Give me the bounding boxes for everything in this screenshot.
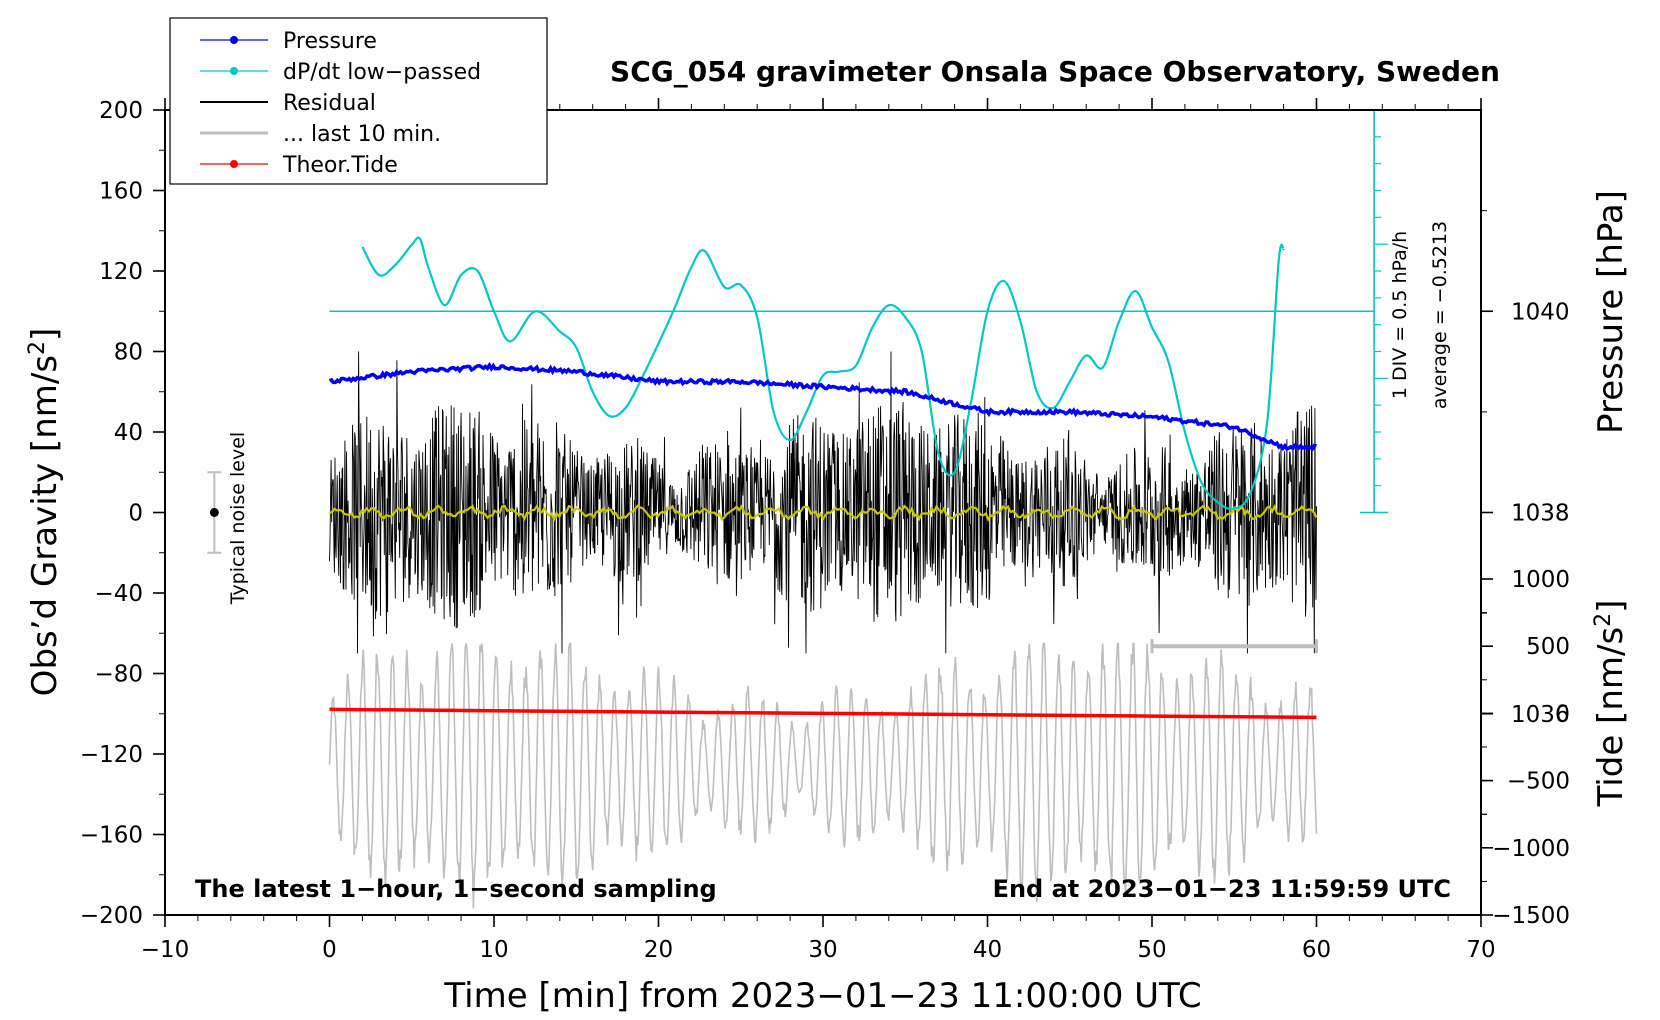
tide-tick-label: −1000: [1492, 836, 1570, 862]
x-tick-label: 40: [973, 937, 1002, 963]
x-tick-label: 20: [644, 937, 673, 963]
y-tick-label: 0: [128, 501, 143, 527]
pressure-tick-label: 1040: [1511, 299, 1570, 325]
dpdt-series-line: [361, 236, 1285, 511]
pressure-series-line: [328, 361, 1317, 452]
series-layer: [207, 109, 1389, 909]
x-tick-label: 70: [1466, 937, 1495, 963]
y-tick-label: 40: [114, 420, 143, 446]
y-axis-label-pressure: Pressure [hPa]: [1591, 190, 1631, 434]
y-tick-label: 80: [114, 340, 143, 366]
x-axis-label: Time [min] from 2023−01−23 11:00:00 UTC: [443, 976, 1201, 1016]
tide-tick-label: 1000: [1511, 567, 1570, 593]
x-tick-label: 10: [479, 937, 508, 963]
y-tick-label: 120: [99, 259, 143, 285]
chart-title: SCG_054 gravimeter Onsala Space Observat…: [610, 55, 1500, 88]
x-tick-label: 50: [1137, 937, 1166, 963]
legend-items: Pressure dP/dt low−passed Residual ... last…: [200, 29, 481, 178]
y-tick-label: −80: [94, 662, 143, 688]
y-axis-label-tide: Tide [nm/s2]: [1591, 600, 1632, 808]
legend-label: Theor.Tide: [282, 153, 398, 178]
tide-tick-label: 0: [1555, 701, 1570, 727]
x-tick-label: 30: [808, 937, 837, 963]
legend-label: Pressure: [283, 29, 377, 54]
y-tick-label: 200: [99, 98, 143, 124]
noise-bar-center-dot: [209, 508, 219, 517]
y-tick-label: −120: [80, 742, 143, 768]
x-tick-label: 60: [1302, 937, 1331, 963]
y-tick-label: −160: [80, 823, 143, 849]
y-tick-label: −40: [94, 581, 143, 607]
residual-series-line: [329, 351, 1317, 654]
ticks-layer: −10 0 10 20 30 40 50 60 70 200 160 120 80 40 0 −40 −80 −1…: [80, 98, 1570, 963]
pressure-tick-label: 1038: [1511, 501, 1570, 527]
pressure-tick-label: 1036: [1511, 702, 1570, 728]
legend-label: dP/dt low−passed: [283, 60, 481, 85]
noise-level-label: Typical noise level: [227, 432, 249, 605]
tide-tick-label: −1500: [1492, 903, 1570, 929]
legend-label: ... last 10 min.: [283, 122, 441, 147]
tide-tick-label: 500: [1526, 634, 1570, 660]
last10-series-line: [328, 642, 1318, 909]
tide-series-line: [329, 707, 1317, 720]
y-tick-label: 160: [99, 179, 143, 205]
y-tick-label: −200: [80, 903, 143, 929]
smoothed-residual-line: [329, 503, 1318, 523]
tide-tick-label: −500: [1507, 769, 1570, 795]
footer-right-text: End at 2023−01−23 11:59:59 UTC: [993, 875, 1451, 903]
y-axis-label-left: Obs’d Gravity [nm/s2]: [25, 328, 66, 697]
dpdt-scale-label: 1 DIV = 0.5 hPa/h: [1389, 231, 1411, 399]
footer-left-text: The latest 1−hour, 1−second sampling: [195, 875, 717, 903]
legend: Pressure dP/dt low−passed Residual ... last…: [169, 17, 548, 185]
legend-marker: [230, 67, 238, 75]
x-tick-label: −10: [141, 937, 190, 963]
dpdt-average-label: average = −0.5213: [1429, 221, 1451, 409]
x-tick-label: 0: [322, 937, 337, 963]
legend-marker: [230, 160, 238, 168]
legend-marker: [230, 36, 238, 44]
legend-label: Residual: [283, 91, 376, 116]
